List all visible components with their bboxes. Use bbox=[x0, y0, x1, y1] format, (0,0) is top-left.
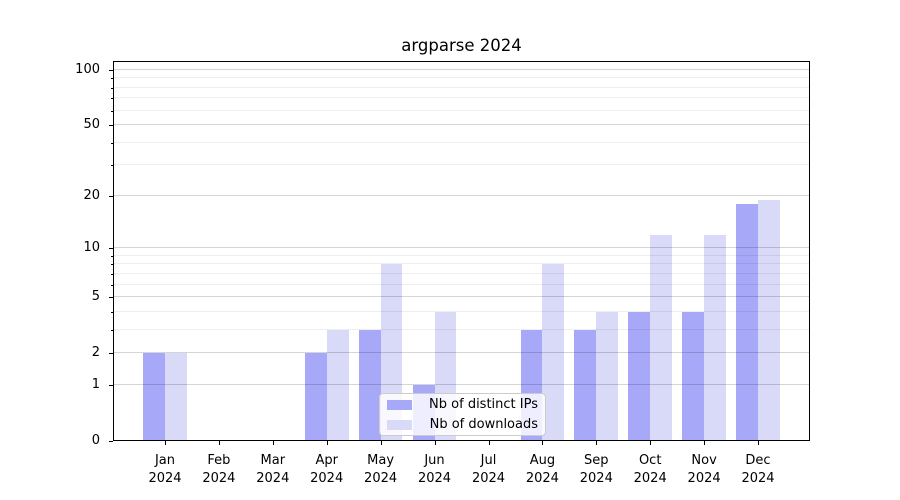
y-minor-tick-mark bbox=[111, 87, 113, 89]
x-tick-mark bbox=[272, 441, 274, 445]
x-tick-mark bbox=[596, 441, 598, 445]
x-tick-mark bbox=[218, 441, 220, 445]
bar-distinct-ips-dec bbox=[736, 204, 758, 441]
x-tick-label-may: May 2024 bbox=[364, 453, 398, 486]
bar-distinct-ips-nov bbox=[682, 311, 705, 441]
x-tick-label-jan: Jan 2024 bbox=[148, 453, 182, 486]
x-tick-mark bbox=[542, 441, 544, 445]
y-tick-label: 100 bbox=[75, 62, 100, 78]
x-tick-mark bbox=[380, 441, 382, 445]
x-tick-label-apr: Apr 2024 bbox=[310, 453, 344, 486]
x-tick-label-oct: Oct 2024 bbox=[633, 453, 667, 486]
y-tick-label: 1 bbox=[91, 377, 100, 393]
bar-distinct-ips-sep bbox=[574, 329, 597, 441]
y-tick-mark bbox=[109, 441, 113, 442]
y-tick-mark bbox=[109, 70, 113, 71]
y-tick-mark bbox=[109, 124, 113, 126]
legend-label-distinct-ips: Nb of distinct IPs bbox=[429, 397, 538, 412]
y-minor-tick-mark bbox=[111, 142, 113, 144]
y-minor-tick-mark bbox=[111, 284, 113, 286]
bar-downloads-oct bbox=[650, 234, 672, 441]
legend-item-downloads: Nb of downloads bbox=[387, 417, 538, 432]
y-tick-label: 2 bbox=[91, 344, 100, 360]
x-tick-label-dec: Dec 2024 bbox=[741, 453, 775, 486]
x-tick-mark bbox=[165, 441, 166, 445]
bar-downloads-nov bbox=[704, 234, 726, 441]
x-tick-label-jul: Jul 2024 bbox=[471, 453, 506, 486]
bar-downloads-aug bbox=[542, 264, 565, 441]
y-tick-mark bbox=[109, 248, 113, 250]
legend-swatch-distinct-ips bbox=[387, 399, 412, 410]
x-tick-mark bbox=[488, 441, 490, 445]
legend-swatch-downloads bbox=[387, 419, 412, 430]
y-minor-tick-mark bbox=[111, 329, 113, 331]
y-minor-tick-mark bbox=[111, 110, 113, 112]
y-minor-tick-mark bbox=[111, 264, 113, 266]
x-tick-mark bbox=[326, 441, 328, 445]
bar-downloads-apr bbox=[326, 329, 349, 441]
x-tick-mark bbox=[758, 441, 759, 445]
y-tick-mark bbox=[109, 297, 113, 298]
x-tick-mark bbox=[704, 441, 706, 445]
bar-downloads-jan bbox=[165, 352, 187, 441]
x-tick-label-aug: Aug 2024 bbox=[525, 453, 559, 486]
x-tick-label-feb: Feb 2024 bbox=[202, 453, 236, 486]
y-minor-tick-mark bbox=[111, 255, 113, 257]
bar-distinct-ips-apr bbox=[304, 352, 327, 441]
legend-label-downloads: Nb of downloads bbox=[429, 417, 538, 432]
y-minor-tick-mark bbox=[111, 311, 113, 313]
bar-distinct-ips-may bbox=[358, 329, 381, 441]
y-tick-label: 20 bbox=[83, 188, 100, 204]
y-minor-tick-mark bbox=[111, 98, 113, 100]
bar-downloads-dec bbox=[757, 200, 780, 441]
y-minor-tick-mark bbox=[111, 165, 113, 166]
x-tick-mark bbox=[650, 441, 652, 445]
legend-item-distinct-ips: Nb of distinct IPs bbox=[387, 397, 538, 412]
bar-downloads-sep bbox=[596, 311, 619, 441]
y-minor-tick-mark bbox=[111, 273, 113, 275]
y-tick-mark bbox=[109, 385, 113, 387]
y-tick-mark bbox=[109, 352, 113, 354]
y-tick-mark bbox=[109, 196, 113, 198]
bar-distinct-ips-jan bbox=[143, 352, 165, 441]
y-tick-label: 5 bbox=[91, 289, 100, 305]
y-tick-label: 50 bbox=[83, 117, 100, 133]
chart-title: argparse 2024 bbox=[401, 36, 522, 55]
x-tick-label-mar: Mar 2024 bbox=[256, 453, 290, 486]
y-minor-tick-mark bbox=[111, 78, 113, 80]
x-tick-mark bbox=[434, 441, 436, 445]
plot-area bbox=[113, 61, 810, 441]
x-tick-label-sep: Sep 2024 bbox=[579, 453, 613, 486]
bars-layer bbox=[113, 61, 810, 441]
x-tick-label-nov: Nov 2024 bbox=[687, 453, 721, 486]
legend: Nb of distinct IPs Nb of downloads bbox=[379, 393, 546, 436]
y-tick-label: 10 bbox=[83, 240, 100, 256]
bar-distinct-ips-oct bbox=[628, 311, 651, 441]
x-tick-label-jun: Jun 2024 bbox=[417, 453, 452, 486]
y-tick-label: 0 bbox=[91, 433, 100, 449]
